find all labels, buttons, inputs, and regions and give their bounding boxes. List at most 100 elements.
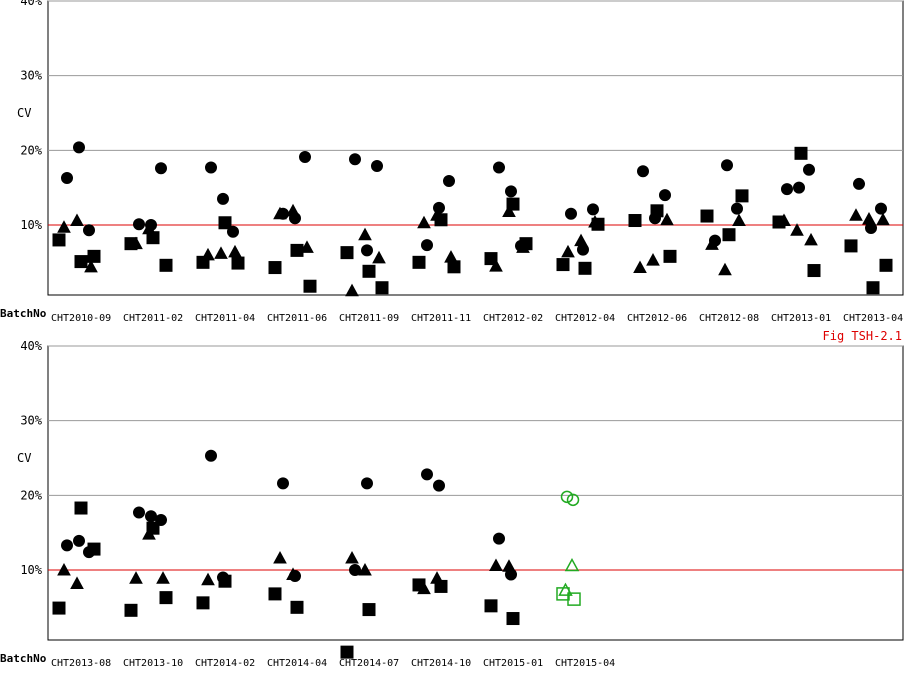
square-point: [484, 252, 498, 266]
square-point: [231, 256, 245, 270]
x-tick-label: CHT2012-02: [483, 313, 543, 324]
circle-point: [73, 141, 85, 154]
square-point: [628, 214, 642, 228]
triangle-point: [705, 237, 719, 250]
square-point: [578, 261, 592, 275]
triangle-point: [345, 551, 359, 564]
square-point: [506, 612, 520, 626]
square-point: [218, 574, 232, 588]
triangle-point: [417, 215, 431, 229]
square-point: [362, 264, 376, 278]
x-tick-label: CHT2011-02: [123, 313, 183, 324]
triangle-point: [129, 571, 143, 584]
triangle-point: [142, 221, 156, 235]
circle-point: [83, 224, 95, 237]
square-point: [556, 258, 570, 272]
triangle-point: [516, 240, 530, 253]
y-tick-label: 20%: [20, 143, 42, 157]
square-point: [340, 645, 354, 659]
circle-point: [721, 159, 733, 172]
circle-point: [421, 239, 433, 252]
triangle-point: [862, 211, 876, 225]
y-tick-label: 40%: [20, 0, 42, 8]
square-point: [844, 239, 858, 253]
circle-point: [443, 174, 455, 187]
circle-point: [875, 202, 887, 215]
triangle-point: [286, 567, 300, 580]
triangle-point: [489, 558, 503, 572]
triangle-point: [273, 206, 287, 220]
circle-point: [565, 207, 577, 220]
triangle-point: [588, 214, 602, 228]
circle-point: [277, 477, 289, 490]
x-tick-label: CHT2011-09: [339, 313, 399, 324]
x-tick-label: CHT2012-06: [627, 313, 687, 324]
x-tick-label: CHT2015-01: [483, 658, 543, 669]
triangle-point: [430, 208, 444, 221]
circle-point: [361, 477, 373, 490]
circle-point: [371, 160, 383, 173]
y-tick-label: 40%: [20, 339, 42, 353]
x-tick-label: CHT2011-04: [195, 313, 255, 324]
square-point: [794, 146, 808, 160]
triangle-point: [732, 213, 746, 227]
square-point: [484, 599, 498, 613]
circle-point: [217, 192, 229, 205]
circle-point: [133, 506, 145, 519]
circle-point: [659, 189, 671, 202]
triangle-point: [804, 232, 818, 246]
square-point: [722, 228, 736, 242]
circle-point: [853, 177, 865, 190]
x-tick-label: CHT2011-06: [267, 313, 327, 324]
circle-point: [433, 479, 445, 492]
triangle-point: [417, 581, 431, 595]
x-tick-label: CHT2014-02: [195, 658, 255, 669]
triangle-point: [300, 240, 314, 253]
circle-point: [73, 534, 85, 547]
y-axis-label: CV: [17, 106, 31, 120]
x-tick-label: CHT2013-04: [843, 313, 903, 324]
triangle-point: [849, 208, 863, 221]
circle-point: [205, 161, 217, 174]
x-tick-label: CHT2012-08: [699, 313, 759, 324]
square-point: [87, 249, 101, 263]
triangle-point: [345, 283, 359, 297]
triangle-point: [142, 527, 156, 540]
plot-frame: [47, 345, 904, 641]
triangle-point: [790, 223, 804, 236]
square-point: [74, 501, 88, 515]
circle-point: [155, 162, 167, 175]
circle-point: [349, 564, 361, 576]
square-point: [663, 249, 677, 263]
triangle-point: [84, 259, 98, 273]
square-point: [700, 209, 714, 223]
y-tick-label: 20%: [20, 488, 42, 502]
circle-point: [421, 468, 433, 481]
top-scatter-panel: 10% 20% 30% 40% CV BatchNo CHT2010-09 CHT2011-0…: [0, 0, 904, 324]
circle-point: [781, 183, 793, 196]
open-triangle-point: [564, 557, 580, 572]
circle-point: [637, 165, 649, 178]
triangle-point: [502, 204, 516, 218]
square-point: [124, 603, 138, 617]
triangle-point: [502, 559, 516, 572]
x-tick-label: CHT2014-07: [339, 658, 399, 669]
circle-point: [349, 153, 361, 166]
circle-point: [793, 181, 805, 194]
open-triangle-point: [558, 582, 573, 596]
triangle-point: [718, 262, 732, 276]
triangle-point: [129, 236, 143, 250]
triangle-point: [201, 247, 215, 261]
circle-point: [731, 202, 743, 215]
open-circle-point: [560, 490, 574, 504]
x-tick-label: CHT2013-08: [51, 658, 111, 669]
square-point: [218, 216, 232, 230]
circle-point: [299, 151, 311, 164]
y-tick-label: 30%: [20, 69, 42, 83]
y-tick-label: 10%: [20, 563, 42, 577]
x-axis-label: BatchNo: [0, 307, 47, 320]
triangle-point: [57, 220, 71, 233]
square-point: [650, 204, 664, 218]
